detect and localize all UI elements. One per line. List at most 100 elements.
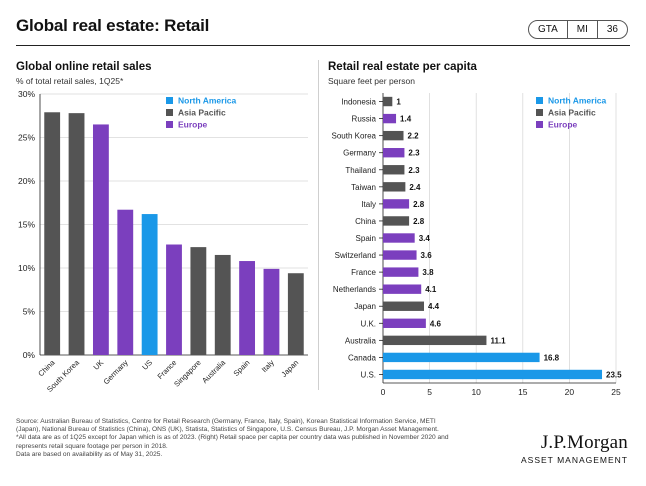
bar-south-korea bbox=[68, 113, 85, 355]
legend-label-asia-pacific: Asia Pacific bbox=[548, 108, 596, 118]
y-tick-label: France bbox=[351, 268, 376, 277]
x-tick-label: Australia bbox=[200, 357, 228, 385]
badge-page-number: 36 bbox=[606, 24, 618, 35]
bar-us bbox=[141, 214, 158, 355]
legend-label-europe: Europe bbox=[178, 120, 208, 130]
data-label: 3.4 bbox=[419, 234, 431, 243]
bar-switzerland bbox=[383, 250, 417, 260]
y-tick-label: 10% bbox=[18, 263, 35, 273]
title-rule bbox=[16, 45, 630, 46]
y-tick-label: Canada bbox=[348, 353, 377, 362]
page-badges: GTA MI 36 bbox=[527, 20, 628, 39]
footnote-line: Source: Australian Bureau of Statistics,… bbox=[16, 418, 436, 425]
x-tick-label: UK bbox=[92, 358, 106, 372]
data-label: 1.4 bbox=[400, 115, 412, 124]
right-chart-subtitle: Square feet per person bbox=[328, 76, 415, 86]
left-chart-title: Global online retail sales bbox=[16, 61, 152, 73]
bar-spain bbox=[383, 233, 415, 243]
bar-uk bbox=[92, 124, 109, 355]
y-tick-label: Taiwan bbox=[351, 183, 376, 192]
y-tick-label: U.S. bbox=[360, 370, 376, 379]
x-tick-label: 20 bbox=[565, 387, 575, 397]
x-tick-label: 0 bbox=[381, 387, 386, 397]
y-tick-label: Thailand bbox=[345, 166, 376, 175]
data-label: 2.3 bbox=[408, 149, 420, 158]
bar-japan bbox=[383, 301, 425, 311]
x-tick-label: 15 bbox=[518, 387, 528, 397]
data-label: 16.8 bbox=[544, 353, 560, 362]
bar-canada bbox=[383, 352, 540, 363]
y-tick-label: 30% bbox=[18, 89, 35, 99]
legend-swatch-north-america bbox=[536, 97, 543, 104]
jpmorgan-logo: J.P.Morgan ASSET MANAGEMENT bbox=[521, 432, 628, 465]
data-label: 2.3 bbox=[408, 166, 420, 175]
bar-italy bbox=[383, 199, 410, 209]
data-label: 2.8 bbox=[413, 217, 425, 226]
y-tick-label: China bbox=[355, 217, 376, 226]
bar-australia bbox=[383, 335, 487, 346]
bar-taiwan bbox=[383, 182, 406, 192]
data-label: 4.4 bbox=[428, 302, 440, 311]
legend-swatch-asia-pacific bbox=[166, 109, 173, 116]
x-tick-label: Singapore bbox=[172, 358, 203, 389]
bar-italy bbox=[263, 268, 280, 355]
legend-swatch-europe bbox=[166, 121, 173, 128]
bar-germany bbox=[117, 209, 134, 355]
y-tick-label: 5% bbox=[23, 307, 36, 317]
x-tick-label: 5 bbox=[427, 387, 432, 397]
y-tick-label: Japan bbox=[354, 302, 376, 311]
data-label: 2.2 bbox=[408, 132, 420, 141]
y-tick-label: Australia bbox=[345, 336, 377, 345]
retail-space-per-capita-chart: 0 5 10 15 20 25 Indonesia 1 Russia 1.4 South Korea… bbox=[332, 93, 622, 397]
bar-china bbox=[383, 216, 410, 226]
badge-mi: MI bbox=[568, 21, 598, 38]
y-tick-label: 25% bbox=[18, 133, 35, 143]
bar-france bbox=[166, 244, 182, 355]
x-tick-label: 25 bbox=[611, 387, 621, 397]
x-tick-label: France bbox=[156, 358, 179, 381]
bar-germany bbox=[383, 148, 405, 158]
data-label: 2.8 bbox=[413, 200, 425, 209]
legend-label-north-america: North America bbox=[548, 96, 607, 106]
x-tick-label: China bbox=[36, 357, 57, 378]
footnote-line: *All data are as of 1Q25 except for Japa… bbox=[16, 434, 449, 442]
footnote-line: Data are based on availability as of May… bbox=[16, 450, 163, 458]
right-chart-title: Retail real estate per capita bbox=[328, 61, 477, 73]
y-tick-label: 20% bbox=[18, 176, 35, 186]
data-label: 23.5 bbox=[606, 370, 622, 379]
x-tick-label: Spain bbox=[232, 358, 252, 378]
y-tick-label: Indonesia bbox=[341, 98, 376, 107]
bar-australia bbox=[214, 254, 231, 355]
legend-swatch-europe bbox=[536, 121, 543, 128]
page-title: Global real estate: Retail bbox=[16, 16, 210, 35]
y-tick-label: Italy bbox=[361, 200, 376, 209]
y-tick-label: 0% bbox=[23, 350, 36, 360]
data-label: 4.1 bbox=[425, 285, 437, 294]
badge-gta: GTA bbox=[529, 21, 568, 38]
legend-swatch-north-america bbox=[166, 97, 173, 104]
bar-south-korea bbox=[383, 130, 404, 141]
x-tick-label: Japan bbox=[279, 358, 300, 379]
bar-thailand bbox=[383, 165, 405, 175]
y-tick-label: Germany bbox=[343, 149, 376, 158]
footnote: Source: Australian Bureau of Statistics,… bbox=[16, 418, 516, 459]
legend-label-europe: Europe bbox=[548, 120, 578, 130]
bar-japan bbox=[287, 273, 304, 355]
legend-label-north-america: North America bbox=[178, 96, 237, 106]
data-label: 4.6 bbox=[430, 319, 442, 328]
footnote-line: (Japan), National Bureau of Statistics (… bbox=[16, 426, 439, 434]
bar-singapore bbox=[190, 247, 207, 355]
legend-swatch-asia-pacific bbox=[536, 109, 543, 116]
bar-u-k bbox=[383, 318, 426, 328]
x-tick-label: 10 bbox=[471, 387, 481, 397]
x-tick-label: Italy bbox=[260, 358, 276, 374]
panel-divider bbox=[318, 60, 319, 390]
logo-subtitle: ASSET MANAGEMENT bbox=[521, 455, 628, 465]
bar-netherlands bbox=[383, 284, 422, 294]
bar-russia bbox=[383, 113, 397, 124]
y-tick-label: U.K. bbox=[360, 319, 376, 328]
x-tick-label: Germany bbox=[102, 358, 130, 386]
bar-u-s bbox=[383, 369, 603, 380]
data-label: 3.8 bbox=[422, 268, 434, 277]
